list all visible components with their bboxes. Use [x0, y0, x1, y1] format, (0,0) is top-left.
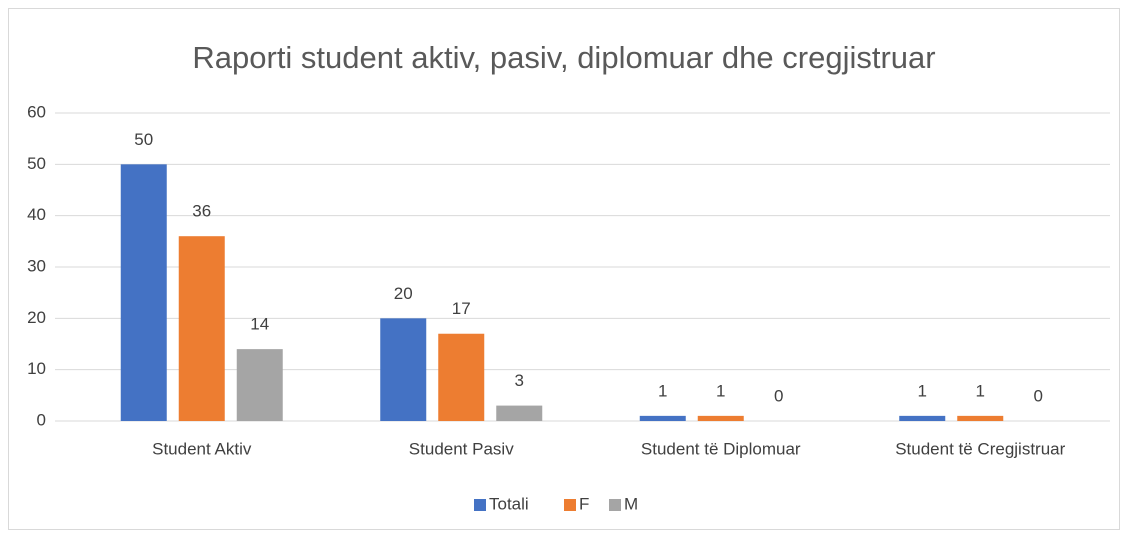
- bar: [120, 164, 167, 422]
- legend-label: M: [624, 494, 638, 513]
- value-label: 14: [250, 315, 269, 334]
- value-label: 3: [515, 371, 524, 390]
- legend-swatch: [609, 499, 621, 511]
- y-tick-label: 50: [27, 154, 46, 173]
- value-label: 1: [976, 381, 985, 400]
- legend-swatch: [564, 499, 576, 511]
- y-tick-label: 30: [27, 256, 46, 275]
- value-label: 1: [918, 381, 927, 400]
- value-label: 17: [452, 299, 471, 318]
- bar: [697, 415, 744, 421]
- y-tick-label: 0: [37, 410, 46, 429]
- value-label: 1: [716, 381, 725, 400]
- bar: [438, 333, 485, 421]
- y-tick-label: 10: [27, 359, 46, 378]
- legend-label: F: [579, 494, 589, 513]
- x-tick-label: Student Aktiv: [152, 439, 252, 458]
- value-label: 0: [1034, 386, 1043, 405]
- legend-label: Totali: [489, 494, 529, 513]
- value-label: 1: [658, 381, 667, 400]
- bar: [639, 415, 686, 421]
- bar: [899, 415, 946, 421]
- x-tick-label: Student të Cregjistruar: [895, 439, 1065, 458]
- y-tick-label: 60: [27, 102, 46, 121]
- y-tick-label: 20: [27, 308, 46, 327]
- value-label: 36: [192, 202, 211, 221]
- value-label: 50: [134, 130, 153, 149]
- bar: [957, 415, 1004, 421]
- legend-swatch: [474, 499, 486, 511]
- value-label: 20: [394, 284, 413, 303]
- bar: [380, 318, 427, 421]
- x-tick-label: Student të Diplomuar: [641, 439, 801, 458]
- x-tick-label: Student Pasiv: [409, 439, 514, 458]
- y-tick-label: 40: [27, 205, 46, 224]
- bar: [178, 236, 225, 421]
- chart-title: Raporti student aktiv, pasiv, diplomuar …: [192, 40, 935, 75]
- value-label: 0: [774, 386, 783, 405]
- bar: [496, 405, 543, 421]
- bar: [236, 349, 283, 421]
